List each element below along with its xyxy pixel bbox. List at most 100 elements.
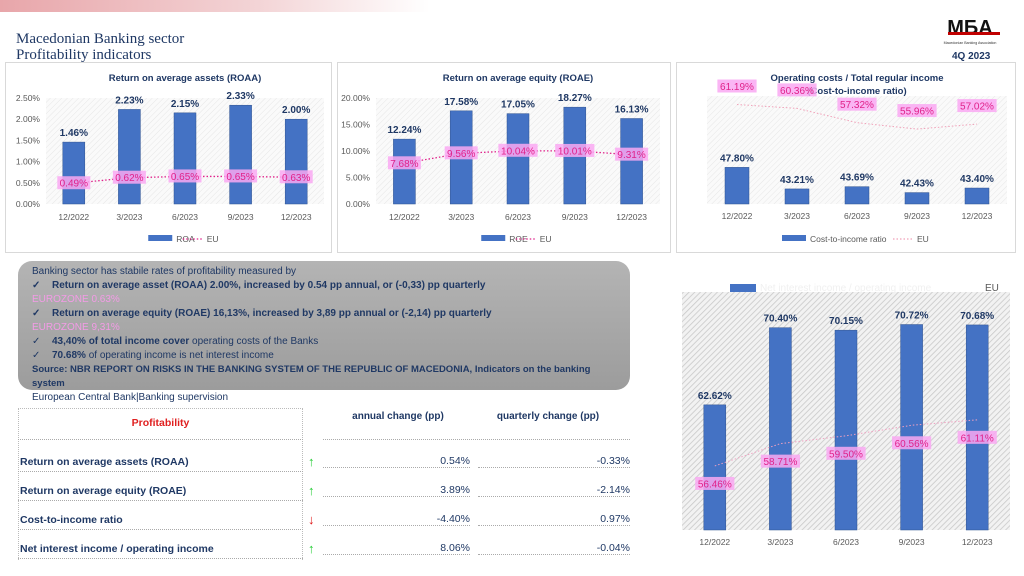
bar <box>620 118 643 205</box>
title-line-1: Macedonian Banking sector <box>16 31 185 47</box>
title-line-2: Profitability indicators <box>16 47 152 63</box>
arrow-up-icon: ↑ <box>308 454 315 469</box>
bar <box>769 327 792 531</box>
quarterly-change: -0.04% <box>478 542 630 555</box>
eu-value-label: 10.01% <box>558 146 592 157</box>
note-cost-rest: operating costs of the Banks <box>189 336 319 347</box>
bar-value-label: 2.33% <box>226 91 254 102</box>
legend-bar-swatch <box>148 235 173 241</box>
roae-chart-panel: Return on average equity (ROAE) 0.00% 5.00… <box>337 62 671 253</box>
check-icon: ✓ <box>32 280 41 291</box>
quarterly-change: 0.97% <box>478 513 630 526</box>
bar-value-label: 43.21% <box>780 175 814 186</box>
bar-value-label: 43.40% <box>960 174 994 185</box>
eu-value-label: 61.19% <box>720 82 754 93</box>
eu-label-bg <box>498 143 538 157</box>
eu-label-bg <box>615 147 649 161</box>
table-row: Return on average assets (ROAA) ↑ 0.54% … <box>18 443 630 472</box>
cost-income-chart-panel: Operating costs / Total regular income (C… <box>676 62 1016 253</box>
quarterly-change: -0.33% <box>478 455 630 468</box>
eu-value-label: 57.02% <box>960 102 994 113</box>
eu-label-bg <box>760 454 800 468</box>
eu-label-bg <box>112 170 146 184</box>
bar <box>834 329 858 531</box>
note-roae: Return on average equity (ROAE) 16,13%, … <box>52 308 492 319</box>
y-tick-label: 2.00% <box>16 114 41 124</box>
eu-label-bg <box>695 476 735 490</box>
x-tick-label: 3/2023 <box>767 537 793 547</box>
eu-value-label: 0.62% <box>115 173 143 184</box>
chart-title: Operating costs / Total regular income <box>771 73 944 84</box>
x-tick-label: 9/2023 <box>562 212 588 222</box>
note-eurozone-roaa: EUROZONE 0.63% <box>32 294 120 305</box>
bar <box>229 104 252 205</box>
eu-value-label: 10.04% <box>501 146 535 157</box>
eu-label-bg <box>897 104 937 118</box>
bar-value-label: 70.68% <box>960 311 994 322</box>
svg-text:MБA: MБA <box>947 17 992 39</box>
eu-label-bg <box>387 156 421 170</box>
bar <box>784 188 810 205</box>
bar <box>284 118 308 205</box>
bar-value-label: 42.43% <box>900 179 934 190</box>
legend-bar-swatch <box>782 235 806 241</box>
eu-value-label: 9.56% <box>447 149 475 160</box>
x-tick-label: 12/2023 <box>962 537 993 547</box>
summary-note: Banking sector has stabile rates of prof… <box>18 261 630 403</box>
row-label: Return on average assets (ROAA) <box>20 456 189 468</box>
eu-value-label: 60.36% <box>780 86 814 97</box>
bar <box>844 186 870 205</box>
bar-value-label: 62.62% <box>698 391 732 402</box>
arrow-up-icon: ↑ <box>308 541 315 556</box>
period-label: 4Q 2023 <box>952 51 991 62</box>
bar <box>703 404 727 531</box>
cost-income-chart: Operating costs / Total regular income (C… <box>707 73 1007 244</box>
annual-change: 8.06% <box>323 542 470 555</box>
x-tick-label: 9/2023 <box>228 212 254 222</box>
eu-line <box>714 419 978 467</box>
note-cost-bold: 43,40% of total income cover <box>52 336 190 347</box>
bar <box>62 141 86 205</box>
row-label: Return on average equity (ROAE) <box>20 485 187 497</box>
eu-value-label: 57.32% <box>840 100 874 111</box>
x-tick-label: 3/2023 <box>448 212 474 222</box>
eu-value-label: 0.65% <box>171 172 199 183</box>
bar <box>965 324 989 531</box>
annual-change: 3.89% <box>323 484 470 497</box>
eu-value-label: 0.63% <box>282 173 310 184</box>
note-roaa: Return on average asset (ROAA) 2.00%, in… <box>52 280 486 291</box>
x-tick-label: 12/2023 <box>962 211 993 221</box>
x-tick-label: 6/2023 <box>172 212 198 222</box>
y-tick-label: 10.00% <box>341 146 370 156</box>
legend-bar-label: ROE <box>509 234 528 244</box>
eu-value-label: 59.50% <box>829 449 863 460</box>
eu-value-label: 0.65% <box>226 172 254 183</box>
x-tick-label: 12/2023 <box>616 212 647 222</box>
note-nii-rest: of operating income is net interest inco… <box>85 350 274 361</box>
bar <box>393 138 416 205</box>
eu-label-bg <box>826 446 866 460</box>
x-tick-label: 12/2022 <box>699 537 730 547</box>
table-row: Net interest income / operating income ↑… <box>18 530 630 559</box>
x-tick-label: 6/2023 <box>505 212 531 222</box>
x-tick-label: 9/2023 <box>904 211 930 221</box>
bar <box>964 187 990 205</box>
plot-area <box>707 96 1007 204</box>
note-eurozone-roae: EUROZONE 9,31% <box>32 322 120 333</box>
net-interest-chart: 62.62% 12/2022 70.40% 3/2023 70.15% 6/2023 70.… <box>682 283 1010 547</box>
chart-title: Return on average assets (ROAA) <box>109 73 262 84</box>
x-tick-label: 3/2023 <box>116 212 142 222</box>
eu-label-bg <box>837 97 877 111</box>
eu-label-bg <box>168 169 202 183</box>
y-tick-label: 15.00% <box>341 120 370 130</box>
table-row: Return on average equity (ROAE) ↑ 3.89% … <box>18 472 630 501</box>
eu-label-bg <box>957 430 997 444</box>
bar-value-label: 43.69% <box>840 173 874 184</box>
legend-bar-label: Cost-to-income ratio <box>810 234 887 244</box>
note-source-2: European Central Bank|Banking supervisio… <box>32 392 229 403</box>
table-row: Cost-to-income ratio ↓ -4.40% 0.97% <box>18 501 630 530</box>
legend-bar-label: Net interest income / operating income <box>760 283 932 294</box>
y-tick-label: 5.00% <box>346 173 371 183</box>
chart-subtitle: (Cost-to-income ratio) <box>807 86 906 97</box>
y-tick-label: 0.00% <box>16 199 41 209</box>
